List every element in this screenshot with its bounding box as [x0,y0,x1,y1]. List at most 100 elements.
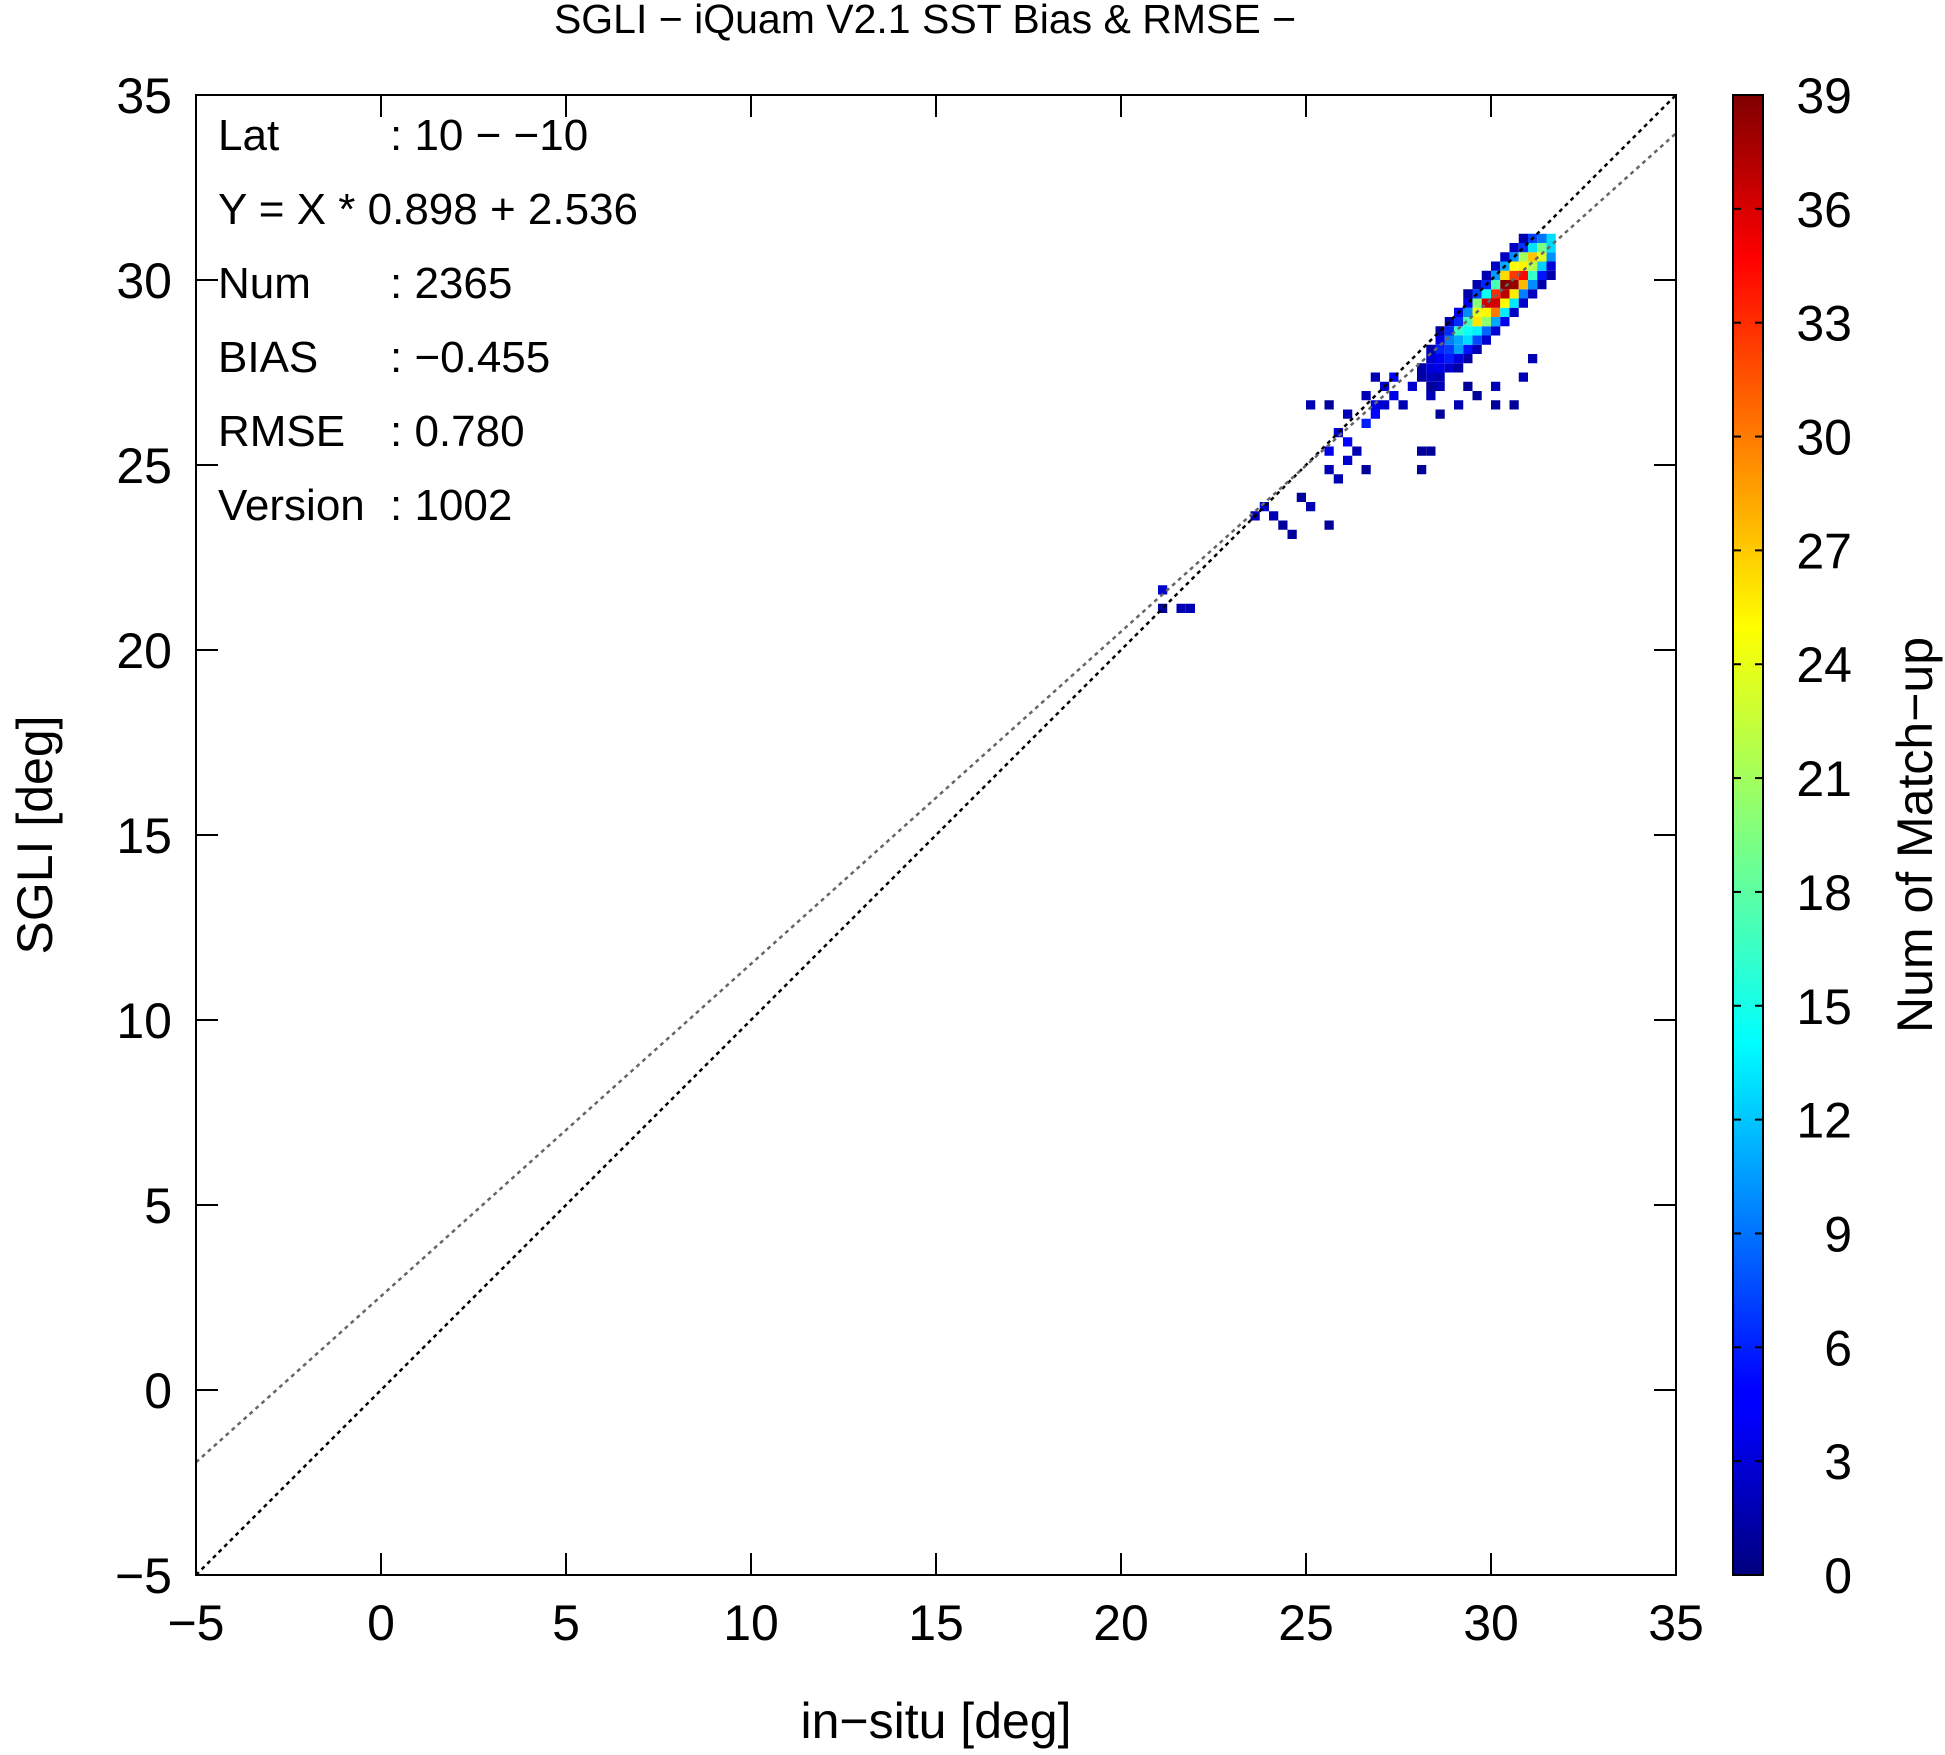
density-cell-63 [1500,270,1510,280]
density-cell-32 [1463,298,1473,308]
density-cell-4 [1426,363,1436,373]
density-cell-94 [1537,233,1547,243]
stat-key: RMSE [218,407,345,456]
density-cell-69 [1509,280,1519,290]
density-cell-35 [1472,335,1482,345]
density-cell-30 [1463,317,1473,327]
density-cell-138 [1491,400,1501,410]
density-cell-49 [1481,270,1491,280]
density-cell-132 [1417,465,1427,475]
density-cell-70 [1509,270,1519,280]
density-cell-136 [1454,400,1464,410]
x-tick-label: 30 [1463,1595,1519,1651]
density-cell-96 [1546,261,1556,271]
density-cell-14 [1444,354,1454,364]
density-cell-92 [1537,252,1547,262]
density-cell-93 [1537,243,1547,253]
density-cell-62 [1500,280,1510,290]
density-cell-111 [1296,492,1306,502]
density-cell-22 [1454,335,1464,345]
density-cell-105 [1269,511,1279,521]
density-cell-31 [1463,307,1473,317]
density-cell-21 [1454,344,1464,354]
density-cells [1158,233,1556,613]
density-cell-85 [1528,261,1538,271]
density-cell-45 [1481,307,1491,317]
density-cell-50 [1491,326,1501,336]
density-cell-135 [1435,409,1445,419]
x-tick-label: 25 [1278,1595,1334,1651]
density-cell-123 [1361,418,1371,428]
density-cell-144 [1518,372,1528,382]
density-cell-19 [1454,363,1464,373]
density-cell-145 [1528,354,1538,364]
density-cell-82 [1528,289,1538,299]
colorbar-tick-label: 24 [1796,637,1852,693]
density-cell-78 [1518,261,1528,271]
y-axis-label: SGLI [deg] [7,715,63,954]
stat-key: Y = X * 0.898 + 2.536 [218,185,638,234]
density-cell-120 [1306,400,1316,410]
density-cell-90 [1537,270,1547,280]
colorbar-tick-label: 30 [1796,410,1852,466]
density-cell-52 [1491,307,1501,317]
density-cell-43 [1481,326,1491,336]
density-cell-3 [1426,372,1436,382]
density-cell-34 [1472,344,1482,354]
density-cell-8 [1435,363,1445,373]
density-cell-139 [1509,400,1519,410]
density-cell-128 [1389,391,1399,401]
density-cell-58 [1500,317,1510,327]
density-cell-87 [1528,243,1538,253]
stat-value: : −0.455 [390,333,550,382]
density-cell-44 [1481,317,1491,327]
density-cell-103 [1158,603,1168,613]
density-cell-28 [1463,335,1473,345]
y-tick-label: 15 [116,808,172,864]
density-cell-104 [1259,502,1269,512]
colorbar-tick-label: 3 [1824,1434,1852,1490]
stat-key: BIAS [218,333,318,382]
colorbar [1732,94,1764,1576]
density-cell-12 [1435,326,1445,336]
y-tick-label: 10 [116,993,172,1049]
density-cell-42 [1481,335,1491,345]
density-cell-41 [1472,280,1482,290]
density-cell-36 [1472,326,1482,336]
colorbar-tick-label: 21 [1796,751,1852,807]
y-tick-label: 5 [144,1178,172,1234]
density-cell-89 [1537,280,1547,290]
y-axis-ticks: −5 0 5 10 15 20 25 30 35 [115,68,1676,1604]
density-cell-37 [1472,317,1482,327]
density-cell-39 [1472,298,1482,308]
density-cell-142 [1398,400,1408,410]
colorbar-label: Num of Match−up [1887,637,1943,1033]
density-cell-56 [1491,270,1501,280]
x-axis-ticks: −5 0 5 10 15 20 25 30 35 [167,95,1704,1651]
density-cell-66 [1509,307,1519,317]
chart-title: SGLI − iQuam V2.1 SST Bias & RMSE − [554,0,1296,42]
density-cell-47 [1481,289,1491,299]
density-cell-95 [1546,270,1556,280]
density-cell-1 [1417,363,1427,373]
density-cell-76 [1518,280,1528,290]
density-cell-59 [1500,307,1510,317]
density-cell-53 [1491,298,1501,308]
y-tick-label: 0 [144,1363,172,1419]
density-cell-51 [1491,317,1501,327]
density-cell-7 [1435,372,1445,382]
density-cell-86 [1528,252,1538,262]
reference-lines [196,95,1676,1575]
density-cell-11 [1435,335,1445,345]
x-tick-label: 10 [723,1595,779,1651]
stats-annotation: Lat: 10 − −10 Y = X * 0.898 + 2.536 Num: 2… [218,111,638,530]
density-cell-81 [1518,233,1528,243]
density-cell-127 [1361,391,1371,401]
density-cell-109 [1306,502,1316,512]
density-cell-108 [1287,529,1297,539]
x-tick-label: 0 [367,1595,395,1651]
density-cell-15 [1444,344,1454,354]
x-axis-label: in−situ [deg] [800,1693,1071,1749]
density-cell-113 [1333,474,1343,484]
